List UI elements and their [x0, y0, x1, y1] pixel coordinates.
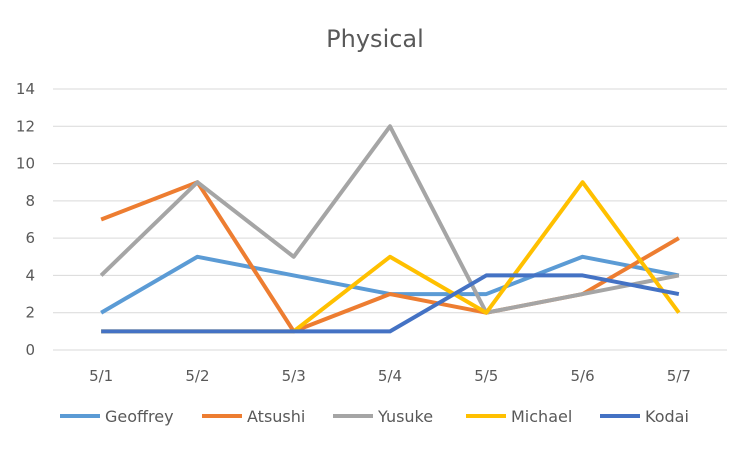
y-axis-tick-labels: 0 2 4 6 8 10 12 14	[16, 80, 35, 359]
legend-label: Geoffrey	[105, 407, 174, 426]
legend-item-kodai: Kodai	[600, 407, 689, 426]
legend: Geoffrey Atsushi Yusuke Michael Kodai	[60, 407, 689, 426]
series-line-kodai	[101, 273, 680, 334]
legend-item-atsushi: Atsushi	[202, 407, 305, 426]
x-tick-label: 5/4	[378, 367, 402, 385]
legend-item-yusuke: Yusuke	[333, 407, 433, 426]
legend-label: Kodai	[645, 407, 689, 426]
legend-label: Michael	[511, 407, 572, 426]
legend-item-geoffrey: Geoffrey	[60, 407, 174, 426]
y-tick-label: 2	[25, 304, 35, 322]
y-tick-label: 10	[16, 155, 35, 173]
y-tick-label: 0	[25, 341, 35, 359]
x-tick-label: 5/7	[667, 367, 691, 385]
legend-label: Atsushi	[247, 407, 305, 426]
x-tick-label: 5/2	[185, 367, 209, 385]
y-tick-label: 6	[25, 229, 35, 247]
x-tick-label: 5/1	[89, 367, 113, 385]
x-tick-label: 5/3	[282, 367, 306, 385]
x-tick-label: 5/5	[474, 367, 498, 385]
series-lines	[99, 124, 681, 334]
chart-title: Physical	[326, 25, 424, 53]
y-tick-label: 8	[25, 192, 35, 210]
y-tick-label: 4	[25, 266, 35, 284]
x-tick-label: 5/6	[571, 367, 595, 385]
y-tick-label: 12	[16, 117, 35, 135]
series-line-yusuke	[99, 124, 680, 315]
y-tick-label: 14	[16, 80, 35, 98]
series-line-geoffrey	[100, 254, 680, 315]
x-axis-tick-labels: 5/1 5/2 5/3 5/4 5/5 5/6 5/7	[89, 367, 691, 385]
legend-item-michael: Michael	[466, 407, 572, 426]
legend-label: Yusuke	[377, 407, 433, 426]
